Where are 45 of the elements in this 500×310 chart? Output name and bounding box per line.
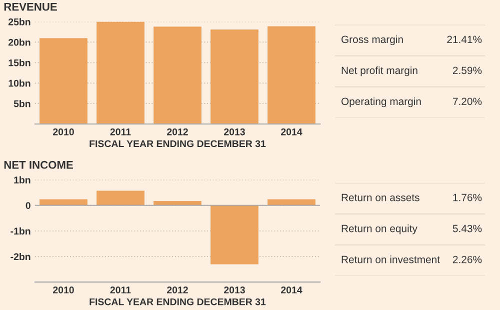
x-tick-label: 2012 — [167, 128, 188, 136]
bar — [210, 205, 258, 264]
bar — [210, 29, 258, 124]
category-label: Operating margin — [341, 97, 421, 108]
category-label: Return on investment — [342, 256, 440, 264]
data-label: 2.59% — [452, 66, 482, 74]
category-label: Net profit margin — [342, 66, 418, 76]
bar — [268, 199, 316, 206]
data-label: 7.20% — [453, 98, 482, 106]
category-label: Gross margin — [342, 35, 403, 46]
bar — [96, 190, 144, 206]
x-tick-label: 2013 — [224, 286, 245, 294]
x-axis-title: FISCAL YEAR ENDING DECEMBER 31 — [90, 140, 266, 148]
data-label: 5.43% — [452, 224, 482, 232]
y-tick-label: 25bn — [8, 18, 30, 26]
bar — [154, 26, 202, 124]
x-tick-label: 2014 — [281, 128, 302, 136]
x-tick-label: 2010 — [53, 128, 74, 136]
y-tick-label: 10bn — [8, 80, 30, 87]
bar — [40, 38, 88, 124]
category-label: Return on equity — [342, 224, 418, 234]
bar — [154, 201, 202, 206]
chart-title: REVENUE — [4, 2, 57, 11]
y-tick-label: 15bn — [8, 59, 30, 66]
x-axis-title: FISCAL YEAR ENDING DECEMBER 31 — [90, 298, 266, 306]
data-label: 21.41% — [447, 36, 482, 44]
y-tick-label: 0 — [26, 202, 30, 209]
bar — [268, 26, 316, 124]
bar — [96, 22, 144, 124]
y-tick-label: -1bn — [10, 227, 30, 235]
category-label: Return on assets — [342, 194, 420, 202]
x-tick-label: 2012 — [167, 286, 188, 294]
x-tick-label: 2013 — [224, 128, 245, 136]
chart-title: NET INCOME — [4, 160, 73, 169]
data-label: 2.26% — [452, 256, 482, 264]
x-tick-label: 2010 — [53, 286, 74, 294]
x-tick-label: 2011 — [110, 128, 131, 136]
y-tick-label: 5bn — [14, 100, 30, 108]
x-tick-label: 2014 — [281, 286, 302, 294]
y-tick-label: 1bn — [14, 176, 30, 184]
y-tick-label: 20bn — [8, 38, 30, 46]
y-tick-label: -2bn — [10, 253, 30, 260]
bar — [40, 199, 88, 206]
x-tick-label: 2011 — [110, 286, 131, 294]
data-label: 1.76% — [453, 194, 482, 202]
